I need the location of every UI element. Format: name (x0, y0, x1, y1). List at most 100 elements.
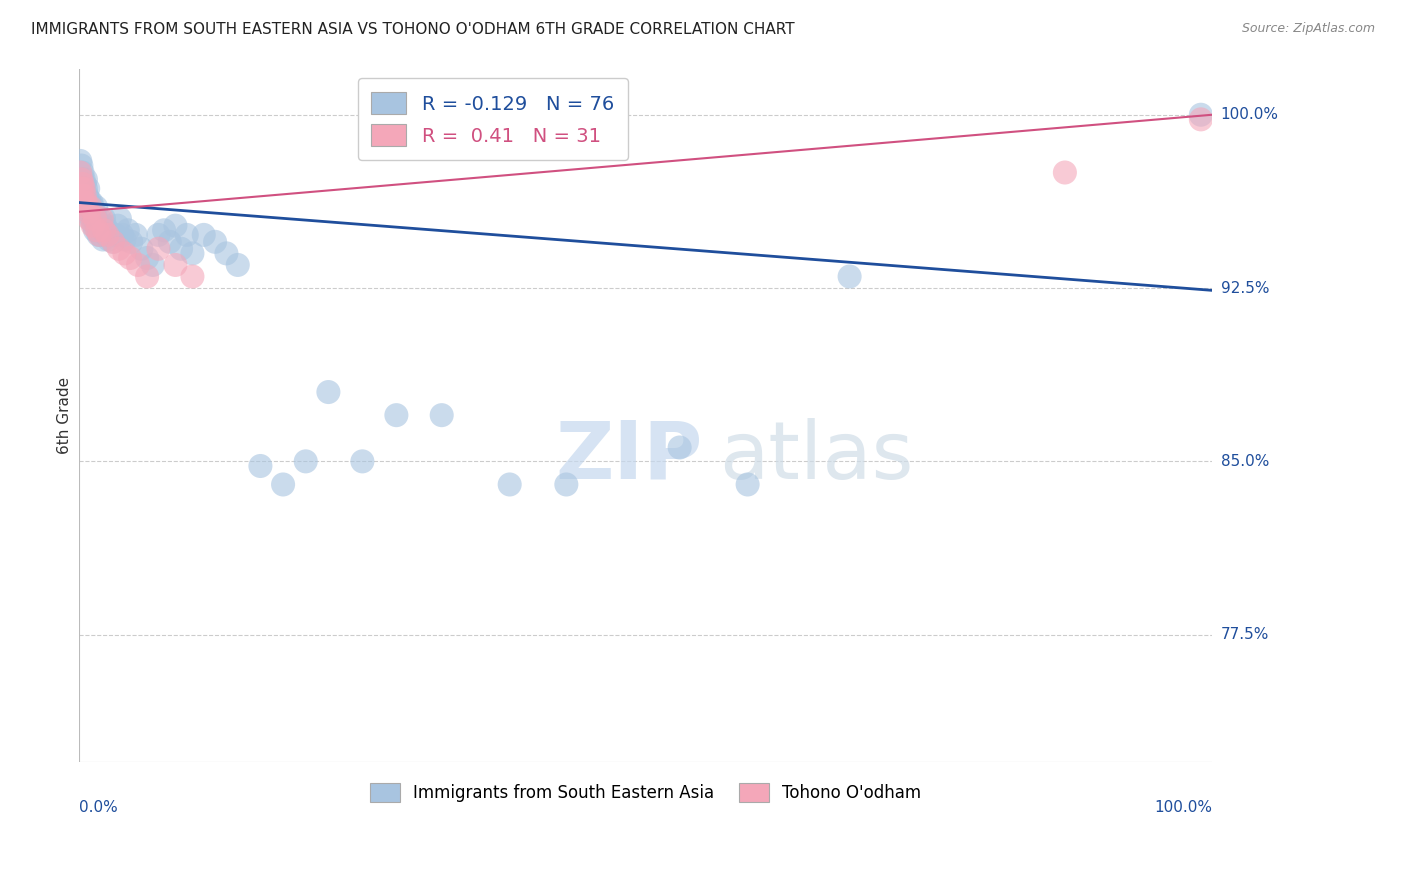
Point (69, 153, 91, 168)
Point (271, 477, 294, 491)
Point (181, 269, 204, 284)
Point (79, 204, 101, 219)
Point (80, 214, 103, 228)
Point (73, 177, 96, 191)
Legend: Immigrants from South Eastern Asia, Tohono O'odham: Immigrants from South Eastern Asia, Toho… (363, 776, 928, 809)
Point (385, 408, 408, 422)
Text: 85.0%: 85.0% (1220, 454, 1268, 469)
Point (79, 193, 101, 207)
Point (89, 211, 111, 226)
Point (90, 211, 112, 226)
Point (1053, 165, 1076, 179)
Point (107, 242, 129, 256)
Point (94, 219, 117, 233)
Point (76, 188, 98, 202)
Text: Source: ZipAtlas.com: Source: ZipAtlas.com (1241, 22, 1375, 36)
Point (430, 408, 453, 422)
Point (204, 235, 226, 249)
Point (75, 172, 97, 186)
Point (79, 211, 101, 226)
Point (499, 477, 522, 491)
Point (77, 195, 100, 210)
Point (101, 235, 124, 249)
Point (80, 195, 103, 210)
Point (176, 227, 198, 242)
Point (93, 211, 115, 226)
Point (86, 223, 108, 237)
Text: IMMIGRANTS FROM SOUTH EASTERN ASIA VS TOHONO O'ODHAM 6TH GRADE CORRELATION CHART: IMMIGRANTS FROM SOUTH EASTERN ASIA VS TO… (31, 22, 794, 37)
Point (73, 188, 96, 202)
Point (107, 219, 129, 233)
Point (136, 251, 159, 265)
Point (153, 223, 176, 237)
Point (1189, 108, 1212, 122)
Point (72, 165, 94, 179)
Point (72, 182, 94, 196)
Point (84, 211, 107, 226)
Point (104, 227, 127, 242)
Point (668, 441, 690, 455)
Point (75, 195, 97, 210)
Point (111, 227, 134, 242)
Point (84, 223, 107, 237)
Point (86, 219, 108, 233)
Point (73, 193, 96, 207)
Text: 92.5%: 92.5% (1220, 281, 1270, 295)
Point (76, 200, 98, 214)
Point (114, 246, 136, 260)
Point (96, 227, 118, 242)
Point (77, 182, 100, 196)
Point (82, 210, 104, 224)
Point (120, 251, 142, 265)
Point (82, 200, 104, 214)
Y-axis label: 6th Grade: 6th Grade (58, 376, 72, 454)
Point (72, 195, 94, 210)
Point (90, 227, 112, 242)
Point (77, 204, 100, 219)
Point (318, 385, 340, 400)
Point (108, 211, 131, 226)
Point (193, 227, 215, 242)
Point (72, 182, 94, 196)
Point (79, 200, 101, 214)
Point (294, 454, 316, 468)
Point (90, 219, 112, 233)
Point (76, 200, 98, 214)
Point (117, 223, 139, 237)
Point (69, 165, 91, 179)
Point (83, 219, 105, 233)
Point (165, 258, 187, 272)
Point (70, 159, 93, 173)
Point (82, 219, 104, 233)
Point (165, 219, 187, 233)
Point (96, 223, 118, 237)
Point (148, 227, 170, 242)
Text: 100.0%: 100.0% (1220, 107, 1278, 122)
Point (70, 182, 93, 196)
Point (142, 258, 165, 272)
Point (84, 211, 107, 226)
Point (737, 477, 759, 491)
Point (87, 227, 110, 242)
Text: ZIP: ZIP (555, 417, 702, 496)
Text: 77.5%: 77.5% (1220, 627, 1268, 642)
Point (79, 200, 101, 214)
Point (352, 454, 374, 468)
Point (125, 227, 148, 242)
Text: atlas: atlas (720, 417, 914, 496)
Point (72, 188, 94, 202)
Point (148, 242, 170, 256)
Point (181, 246, 204, 260)
Point (97, 233, 120, 247)
Point (1189, 112, 1212, 127)
Point (75, 182, 97, 196)
Point (249, 458, 271, 473)
Point (170, 242, 193, 256)
Point (72, 188, 94, 202)
Text: 100.0%: 100.0% (1154, 800, 1212, 815)
Point (89, 227, 111, 242)
Point (84, 200, 107, 214)
Point (136, 269, 159, 284)
Point (159, 235, 181, 249)
Point (215, 246, 238, 260)
